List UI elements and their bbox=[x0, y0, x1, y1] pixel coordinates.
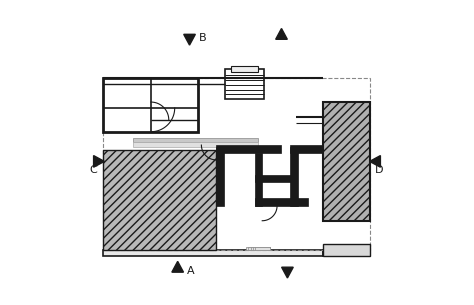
Bar bbox=[103, 78, 199, 132]
Bar bbox=[103, 250, 323, 256]
Bar bbox=[323, 250, 371, 256]
Bar bbox=[216, 147, 224, 206]
Bar bbox=[291, 147, 298, 206]
Text: C: C bbox=[89, 165, 97, 175]
Bar bbox=[255, 199, 308, 206]
Bar bbox=[225, 70, 264, 99]
Polygon shape bbox=[276, 28, 287, 39]
Bar bbox=[255, 175, 296, 182]
Bar bbox=[103, 149, 216, 250]
Bar bbox=[291, 145, 323, 152]
Bar bbox=[323, 245, 371, 256]
Polygon shape bbox=[370, 156, 381, 167]
Bar bbox=[133, 138, 258, 142]
Bar bbox=[253, 247, 270, 250]
Bar bbox=[216, 145, 282, 152]
Bar bbox=[248, 247, 270, 250]
Polygon shape bbox=[93, 156, 104, 167]
Bar bbox=[246, 247, 270, 250]
Bar bbox=[103, 78, 371, 250]
Bar bbox=[251, 247, 270, 250]
Polygon shape bbox=[282, 267, 293, 278]
Text: A: A bbox=[187, 266, 194, 276]
Bar bbox=[323, 102, 371, 221]
Bar bbox=[255, 247, 270, 250]
Polygon shape bbox=[184, 34, 195, 45]
Text: B: B bbox=[199, 33, 206, 43]
Text: D: D bbox=[375, 165, 383, 175]
Bar bbox=[255, 152, 262, 206]
Bar bbox=[231, 66, 258, 72]
Bar bbox=[133, 142, 258, 147]
Polygon shape bbox=[172, 261, 183, 272]
